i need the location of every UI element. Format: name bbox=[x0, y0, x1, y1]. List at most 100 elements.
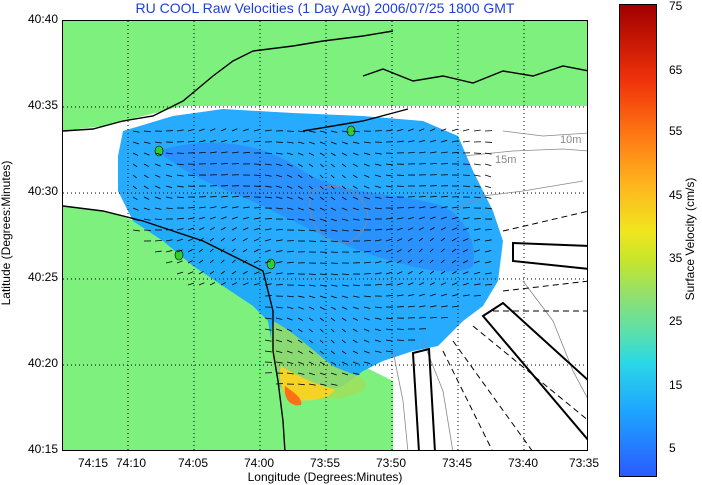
velocity-arrow bbox=[176, 271, 184, 275]
velocity-arrow bbox=[352, 339, 358, 344]
velocity-arrow bbox=[385, 174, 393, 177]
velocity-arrow bbox=[330, 339, 335, 344]
velocity-arrow bbox=[341, 284, 349, 287]
velocity-arrow bbox=[363, 295, 371, 298]
velocity-arrow bbox=[407, 248, 413, 253]
map-plot-area: 10m 15m bbox=[62, 20, 588, 451]
velocity-arrow bbox=[319, 163, 324, 168]
velocity-arrow bbox=[462, 217, 470, 220]
velocity-arrow bbox=[275, 339, 283, 343]
velocity-arrow bbox=[242, 216, 250, 220]
velocity-arrow bbox=[352, 174, 358, 179]
velocity-arrow bbox=[462, 174, 470, 177]
velocity-arrow bbox=[363, 328, 370, 332]
velocity-arrow bbox=[275, 152, 283, 155]
velocity-arrow bbox=[253, 174, 261, 177]
velocity-arrow bbox=[352, 317, 359, 321]
velocity-arrow bbox=[484, 228, 492, 231]
velocity-arrow bbox=[363, 141, 371, 144]
velocity-arrow bbox=[297, 130, 305, 133]
velocity-arrow bbox=[264, 238, 272, 242]
velocity-arrow bbox=[330, 295, 337, 299]
velocity-arrow bbox=[330, 284, 338, 287]
velocity-arrow bbox=[275, 272, 283, 275]
velocity-arrow bbox=[231, 216, 238, 220]
velocity-arrow bbox=[330, 185, 335, 190]
velocity-arrow bbox=[297, 229, 305, 232]
velocity-arrow bbox=[187, 128, 195, 132]
velocity-arrow bbox=[341, 295, 349, 299]
velocity-arrow bbox=[264, 328, 272, 331]
velocity-arrow bbox=[352, 207, 359, 211]
velocity-arrow bbox=[198, 237, 204, 242]
velocity-arrow bbox=[374, 239, 382, 242]
velocity-arrow bbox=[143, 185, 149, 190]
velocity-arrow bbox=[363, 152, 371, 156]
velocity-arrow bbox=[473, 163, 481, 166]
velocity-arrow bbox=[253, 217, 261, 220]
velocity-arrow bbox=[319, 295, 326, 299]
velocity-arrow bbox=[363, 350, 370, 354]
velocity-arrow bbox=[297, 174, 303, 179]
velocity-arrow bbox=[286, 317, 293, 321]
velocity-arrow bbox=[451, 128, 458, 132]
velocity-arrow bbox=[385, 271, 393, 275]
x-tick-label: 74:15 bbox=[77, 456, 109, 470]
velocity-arrow bbox=[165, 196, 173, 199]
velocity-arrow bbox=[429, 305, 437, 308]
velocity-arrow bbox=[198, 128, 205, 132]
velocity-arrow bbox=[352, 350, 359, 354]
velocity-arrow bbox=[231, 237, 237, 242]
velocity-arrow bbox=[374, 163, 382, 166]
velocity-arrow bbox=[462, 294, 470, 297]
colorbar-tick: 55 bbox=[669, 124, 683, 138]
velocity-arrow bbox=[176, 228, 184, 231]
velocity-arrow bbox=[165, 185, 173, 189]
velocity-arrow bbox=[363, 361, 371, 364]
velocity-arrow bbox=[418, 216, 425, 220]
velocity-arrow bbox=[374, 339, 382, 343]
velocity-arrow bbox=[418, 163, 426, 165]
velocity-arrow bbox=[473, 228, 481, 231]
velocity-arrow bbox=[330, 306, 337, 310]
velocity-arrow bbox=[253, 140, 261, 143]
velocity-arrow bbox=[198, 140, 206, 143]
velocity-arrow bbox=[308, 339, 313, 344]
velocity-arrow bbox=[220, 128, 227, 132]
velocity-arrow bbox=[440, 248, 445, 253]
velocity-arrow bbox=[451, 259, 457, 264]
coastline bbox=[63, 30, 587, 450]
velocity-arrow bbox=[264, 163, 272, 166]
velocity-arrow bbox=[209, 282, 216, 286]
velocity-arrow bbox=[462, 271, 469, 275]
velocity-arrow bbox=[209, 206, 217, 209]
velocity-arrow bbox=[385, 196, 393, 199]
velocity-arrow bbox=[198, 216, 206, 220]
velocity-arrow bbox=[407, 305, 415, 308]
velocity-arrow bbox=[396, 249, 402, 253]
velocity-arrow bbox=[165, 239, 173, 242]
velocity-arrow bbox=[154, 207, 162, 210]
velocity-arrow bbox=[484, 239, 492, 242]
velocity-arrow bbox=[286, 372, 294, 375]
velocity-arrow bbox=[363, 218, 371, 221]
velocity-arrow bbox=[308, 207, 315, 211]
velocity-arrow bbox=[319, 273, 327, 276]
velocity-arrow bbox=[440, 305, 448, 308]
velocity-arrow bbox=[352, 218, 360, 221]
velocity-arrow bbox=[308, 185, 313, 190]
velocity-arrow bbox=[132, 130, 140, 133]
velocity-arrow bbox=[418, 248, 423, 253]
velocity-arrow bbox=[451, 305, 459, 308]
velocity-arrow bbox=[165, 261, 173, 264]
velocity-arrow bbox=[440, 316, 448, 319]
velocity-arrow bbox=[429, 216, 436, 220]
velocity-arrow bbox=[187, 271, 194, 275]
velocity-arrow bbox=[308, 196, 314, 201]
velocity-arrow bbox=[209, 195, 217, 198]
velocity-arrow bbox=[341, 350, 347, 355]
velocity-arrow bbox=[330, 174, 335, 179]
colorbar-tick: 65 bbox=[669, 63, 683, 77]
velocity-arrow bbox=[286, 339, 293, 343]
velocity-arrow bbox=[418, 270, 424, 275]
